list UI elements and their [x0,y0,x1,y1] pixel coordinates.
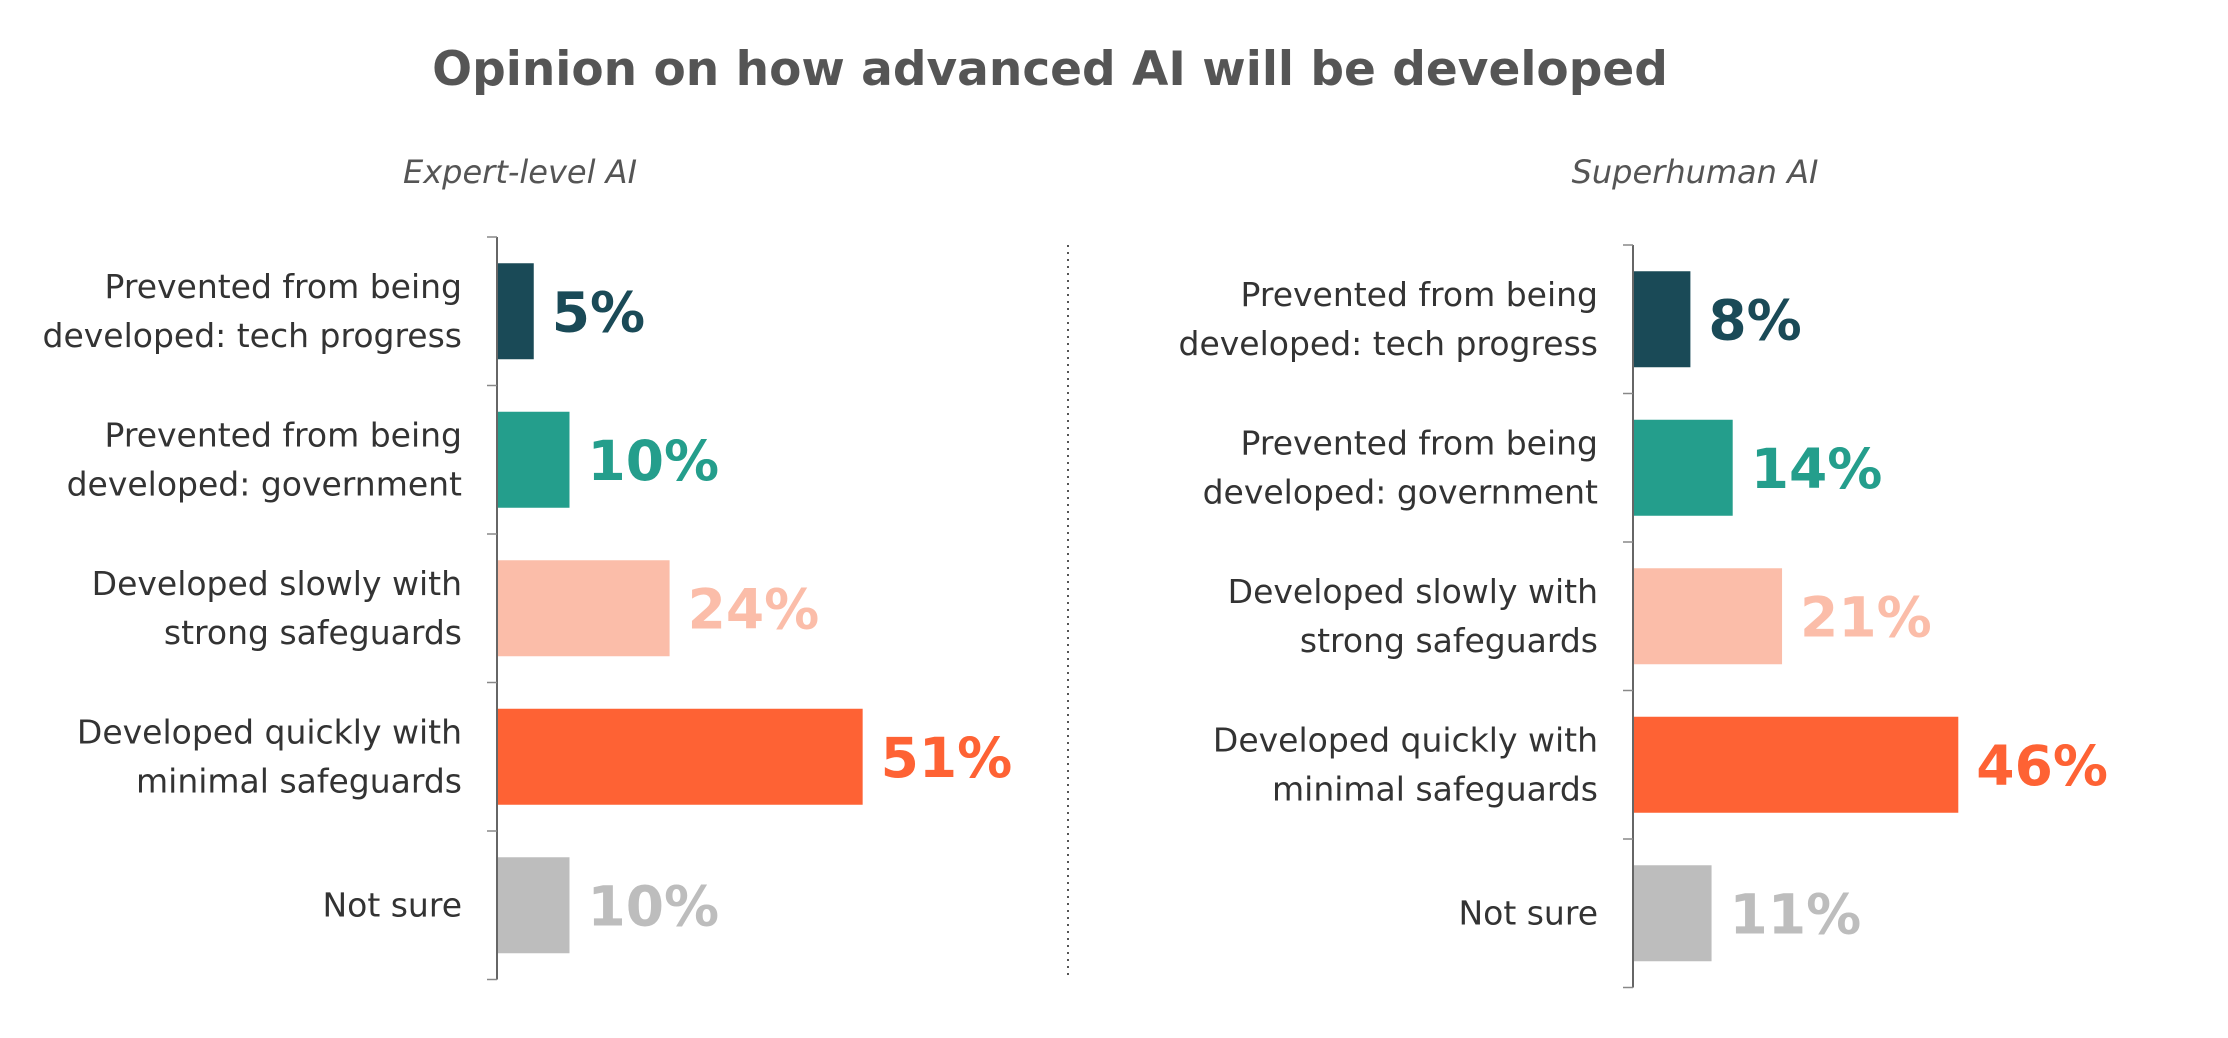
bar [1634,716,1959,813]
value-label: 51% [881,726,1013,790]
bar [498,263,534,360]
category-label-line: developed: government [67,464,462,503]
value-label: 8% [1708,288,1801,352]
category-label: Prevented from being developed: tech prog… [1179,275,1599,363]
category-label: Developed slowly with strong safeguards [92,564,462,652]
category-label: Developed quickly with minimal safeguards [77,712,462,800]
category-label-line: Developed slowly with [1228,572,1598,611]
value-label: 14% [1751,437,1883,501]
category-label-line: Developed quickly with [1213,720,1598,759]
category-label-line: Prevented from being [1241,423,1598,462]
panel-subtitle: Superhuman AI [1572,153,1819,191]
category-label-line: Not sure [322,885,462,924]
category-label: Prevented from being developed: tech prog… [43,267,463,355]
chart-title: Opinion on how advanced AI will be devel… [432,42,1668,97]
bar [498,708,863,805]
value-label: 11% [1730,882,1862,946]
value-label: 24% [688,577,820,641]
panel-1: Expert-level AI 5% Prevented from being dev… [43,153,1013,981]
bar [498,560,670,657]
category-label-line: Developed quickly with [77,712,462,751]
bar [1634,568,1783,665]
bar [1634,865,1712,962]
category-label-line: minimal safeguards [136,761,462,800]
category-label-line: Not sure [1458,893,1598,932]
category-label-line: Developed slowly with [92,564,462,603]
bar [1634,419,1733,516]
panel-2: Superhuman AI 8% Prevented from being devel… [1179,153,2108,989]
category-label-line: strong safeguards [1300,621,1598,660]
category-label-line: Prevented from being [105,415,462,454]
category-label-line: minimal safeguards [1272,769,1598,808]
category-label-line: developed: tech progress [43,316,463,355]
value-label: 46% [1976,734,2108,798]
category-label-line: developed: tech progress [1179,324,1599,363]
bar [1634,271,1691,368]
panels: Expert-level AI 5% Prevented from being dev… [43,153,2108,989]
category-label: Prevented from being developed: governmen… [67,415,462,503]
category-label: Not sure [322,885,462,924]
category-label-line: developed: government [1203,472,1598,511]
panel-subtitle: Expert-level AI [403,153,637,191]
value-label: 5% [552,280,645,344]
category-label: Prevented from being developed: governmen… [1203,423,1598,511]
category-label: Developed quickly with minimal safeguards [1213,720,1598,808]
category-label-line: Prevented from being [105,267,462,306]
value-label: 10% [588,429,720,493]
bar [498,857,570,954]
value-label: 21% [1800,585,1932,649]
category-label: Not sure [1458,893,1598,932]
category-label-line: strong safeguards [164,613,462,652]
value-label: 10% [588,874,720,938]
category-label: Developed slowly with strong safeguards [1228,572,1598,660]
category-label-line: Prevented from being [1241,275,1598,314]
bar [498,411,570,508]
